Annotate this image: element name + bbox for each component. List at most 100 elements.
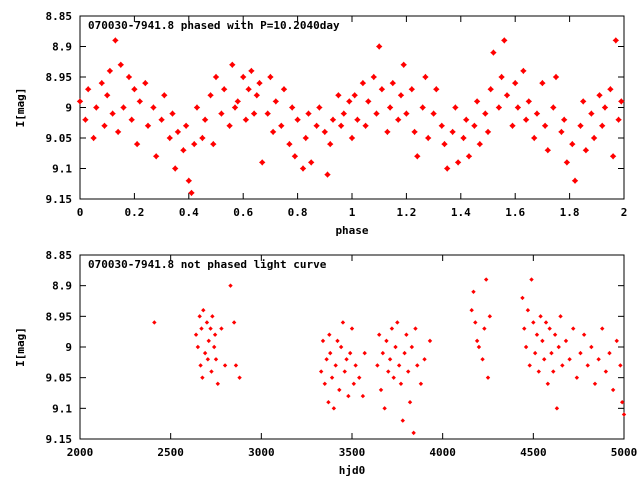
data-point <box>206 338 211 344</box>
data-point <box>199 326 204 331</box>
data-point <box>607 350 612 356</box>
data-point <box>520 67 527 75</box>
data-point <box>112 37 119 44</box>
y-tick-label: 8.9 <box>52 280 72 293</box>
plot-frame <box>79 15 625 200</box>
data-point <box>329 375 335 380</box>
data-point <box>596 92 603 99</box>
data-point <box>480 357 485 362</box>
data-point <box>340 110 347 117</box>
data-point <box>337 387 342 393</box>
data-point <box>454 159 462 166</box>
data-point <box>582 147 590 154</box>
data-point <box>228 283 233 288</box>
data-point <box>188 189 195 197</box>
data-point <box>234 98 241 105</box>
data-point <box>337 122 345 129</box>
x-tick-label: 1.4 <box>451 206 471 219</box>
x-tick-label: 2500 <box>157 446 184 459</box>
data-point <box>222 363 228 368</box>
data-point <box>200 375 205 380</box>
data-point <box>240 73 247 81</box>
data-point <box>415 363 420 368</box>
data-point <box>294 116 301 123</box>
x-tick-label: 3000 <box>248 446 275 459</box>
data-point <box>117 61 124 68</box>
data-point <box>340 320 346 325</box>
y-tick-label: 9 <box>65 102 72 115</box>
data-point <box>487 314 493 319</box>
data-point <box>237 375 242 380</box>
data-point <box>242 116 250 123</box>
data-point <box>618 98 625 105</box>
data-point <box>422 357 427 362</box>
data-point <box>614 338 619 344</box>
data-point <box>485 375 491 380</box>
data-point <box>204 320 210 325</box>
data-point <box>533 110 541 117</box>
data-point <box>360 393 366 399</box>
data-point <box>544 147 551 154</box>
data-point <box>395 320 400 325</box>
data-point <box>272 98 279 105</box>
data-point <box>210 314 215 319</box>
data-point <box>473 320 478 325</box>
data-point <box>386 104 394 111</box>
data-point <box>326 400 331 405</box>
data-point <box>278 122 285 129</box>
data-point <box>561 116 568 123</box>
data-point <box>382 406 387 411</box>
data-point <box>483 277 489 282</box>
data-point <box>248 67 255 75</box>
data-point <box>280 86 288 93</box>
data-point <box>202 350 208 356</box>
data-point <box>93 104 100 111</box>
data-point <box>531 320 536 325</box>
data-point <box>351 381 357 386</box>
data-point <box>172 165 179 172</box>
data-point <box>212 73 220 81</box>
data-point <box>406 369 411 374</box>
data-point <box>609 153 617 160</box>
data-point <box>289 104 296 111</box>
data-point <box>120 104 127 111</box>
data-point <box>400 418 405 423</box>
y-tick-label: 9.1 <box>52 402 72 415</box>
x-tick-label: 0.2 <box>124 206 144 219</box>
data-point <box>76 98 84 105</box>
data-point <box>554 406 560 411</box>
data-point <box>563 159 571 166</box>
data-point <box>231 104 239 111</box>
data-point <box>166 134 173 142</box>
data-point <box>395 116 402 123</box>
x-tick-label: 5000 <box>611 446 638 459</box>
data-point <box>380 350 386 356</box>
data-point <box>152 320 157 325</box>
data-point <box>476 140 483 148</box>
x-tick-label: 2 <box>621 206 628 219</box>
x-tick-label: 4000 <box>429 446 456 459</box>
data-point <box>542 357 547 362</box>
data-point <box>549 350 554 356</box>
data-point <box>218 110 225 117</box>
data-point <box>460 134 467 142</box>
data-point <box>174 128 182 136</box>
data-point <box>85 86 92 93</box>
y-axis-title: I[mag] <box>14 88 27 128</box>
data-point <box>522 116 530 123</box>
data-point <box>354 116 361 123</box>
data-point <box>600 326 605 331</box>
data-point <box>404 332 409 337</box>
x-tick-label: 1.2 <box>396 206 416 219</box>
data-point <box>495 104 503 111</box>
data-point <box>482 110 489 117</box>
data-point <box>207 92 214 99</box>
data-point <box>226 122 233 129</box>
data-point <box>353 363 358 368</box>
data-point <box>376 43 383 50</box>
y-tick-label: 8.95 <box>46 310 73 323</box>
data-point <box>509 122 516 129</box>
data-point <box>299 165 307 172</box>
data-point <box>523 344 529 350</box>
data-point <box>409 344 415 350</box>
